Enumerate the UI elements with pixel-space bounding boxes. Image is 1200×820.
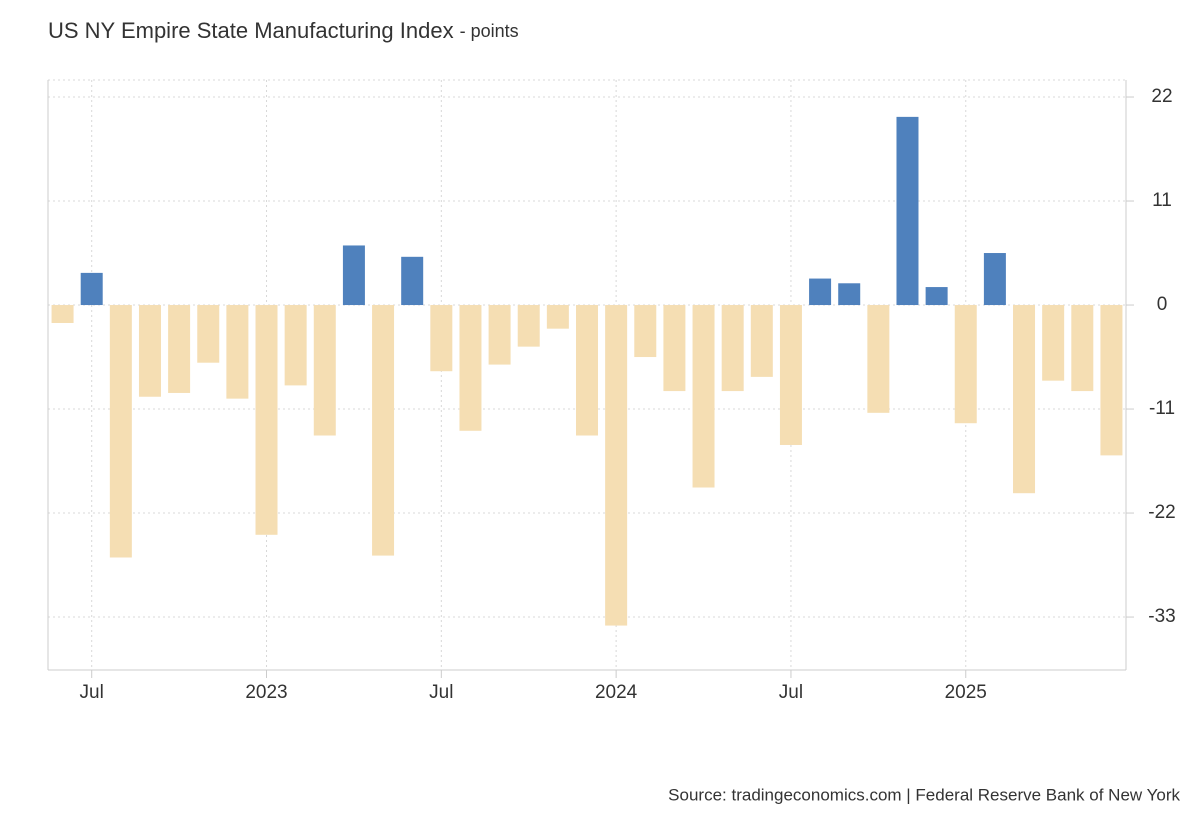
bar xyxy=(401,256,424,306)
bar xyxy=(342,245,365,306)
y-tick-label: -11 xyxy=(1149,398,1175,419)
bar xyxy=(750,305,773,377)
x-tick-label: Jul xyxy=(779,682,803,703)
bar xyxy=(983,253,1006,306)
y-tick-label: 0 xyxy=(1157,294,1168,315)
bar xyxy=(109,305,132,558)
bar xyxy=(1100,305,1123,456)
bar xyxy=(1013,305,1036,494)
bar xyxy=(372,305,395,556)
bar xyxy=(663,305,686,392)
y-tick-label: -22 xyxy=(1148,502,1175,523)
bar xyxy=(197,305,220,363)
bar xyxy=(954,305,977,424)
bar xyxy=(779,305,802,445)
bar xyxy=(1042,305,1065,381)
bar xyxy=(168,305,191,393)
bar xyxy=(896,116,919,306)
y-tick-label: 11 xyxy=(1152,190,1172,211)
bar xyxy=(809,278,832,306)
y-tick-label: 22 xyxy=(1151,86,1172,107)
subtitle: - points xyxy=(460,21,519,41)
bar xyxy=(1071,305,1094,392)
bar xyxy=(430,305,453,372)
bar xyxy=(546,305,569,329)
x-tick-label: 2024 xyxy=(595,682,638,703)
bar xyxy=(313,305,336,436)
chart-title: US NY Empire State Manufacturing Index - … xyxy=(48,18,519,43)
bar xyxy=(517,305,540,347)
x-tick-label: Jul xyxy=(80,682,104,703)
bar xyxy=(634,305,657,358)
x-tick-label: 2025 xyxy=(945,682,987,703)
bar xyxy=(576,305,598,436)
source: Source: tradingeconomics.com | Federal R… xyxy=(668,785,1180,804)
y-tick-label: -33 xyxy=(1148,606,1175,627)
bar xyxy=(488,305,511,365)
bar xyxy=(459,305,482,431)
title: US NY Empire State Manufacturing Index xyxy=(48,18,454,43)
bar xyxy=(721,305,744,392)
bar xyxy=(226,305,249,399)
bar xyxy=(138,305,161,397)
bar xyxy=(867,305,890,413)
bar xyxy=(925,287,948,306)
bar xyxy=(51,305,74,323)
bar xyxy=(255,305,278,535)
x-tick-label: Jul xyxy=(429,682,453,703)
bar xyxy=(284,305,307,386)
bar xyxy=(605,305,628,626)
bar xyxy=(692,305,715,488)
bar xyxy=(80,272,103,306)
x-tick-label: 2023 xyxy=(245,682,287,703)
bar xyxy=(838,283,861,306)
